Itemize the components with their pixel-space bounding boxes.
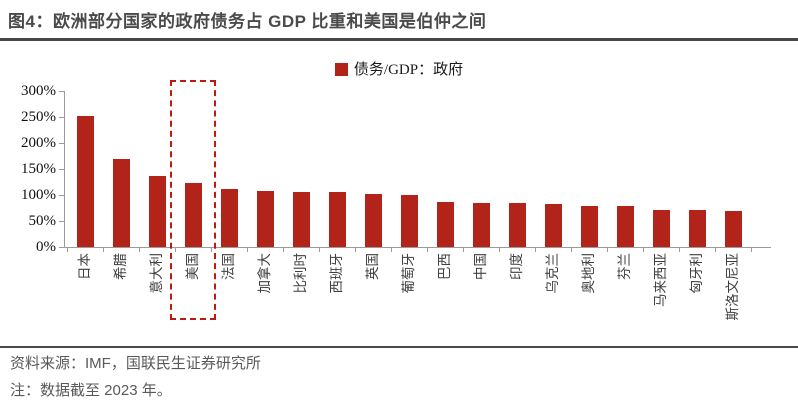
footer-divider [0,346,798,348]
highlight-box-美国 [170,80,216,320]
x-axis-tick [103,247,104,252]
bar-葡萄牙 [400,195,418,247]
x-axis-tick [751,247,752,252]
bar-加拿大 [256,191,274,247]
x-axis-tick [283,247,284,252]
bar-法国 [220,189,238,247]
x-axis-tick [535,247,536,252]
x-axis-line [64,247,771,248]
x-label-奥地利: 奥地利 [581,253,596,294]
title-divider [0,38,798,41]
x-label-西班牙: 西班牙 [329,253,344,294]
x-axis-tick [319,247,320,252]
bar-西班牙 [328,192,346,247]
x-label-比利时: 比利时 [293,253,308,294]
y-tick-label: 100% [21,187,56,203]
bar-匈牙利 [688,210,706,247]
source-text: 资料来源：IMF，国联民生证券研究所 [10,355,261,372]
x-label-加拿大: 加拿大 [257,253,272,294]
y-axis-tick [59,91,64,92]
bar-乌克兰 [544,204,562,247]
x-label-巴西: 巴西 [437,253,452,280]
y-axis-tick [59,247,64,248]
x-axis-tick [463,247,464,252]
bar-美国 [184,183,202,247]
y-axis-tick [59,221,64,222]
x-axis-tick [679,247,680,252]
bar-中国 [472,203,490,247]
chart-legend: 债务/GDP：政府 [0,58,798,79]
bar-希腊 [112,159,130,247]
y-axis-line [64,91,65,248]
y-axis-tick [59,143,64,144]
bar-英国 [364,194,382,247]
bar-日本 [76,116,94,247]
x-label-芬兰: 芬兰 [617,253,632,280]
note-text: 注：数据截至 2023 年。 [10,382,172,399]
x-axis-tick [247,247,248,252]
bar-意大利 [148,176,166,247]
bar-马来西亚 [652,210,670,247]
x-label-乌克兰: 乌克兰 [545,253,560,294]
x-axis-tick [643,247,644,252]
bar-chart: 0% 50% 100% 150% 200% 250% 300% 日本 希腊 意大利 美国 法国 加拿大比… [21,80,771,321]
y-axis-tick [59,195,64,196]
x-axis-tick [715,247,716,252]
x-label-中国: 中国 [473,253,488,280]
x-axis-tick [499,247,500,252]
y-tick-label: 250% [21,109,56,125]
x-axis-tick [67,247,68,252]
bar-芬兰 [616,206,634,247]
x-axis-tick [391,247,392,252]
x-label-意大利: 意大利 [149,253,164,294]
x-label-英国: 英国 [365,253,380,280]
x-label-马来西亚: 马来西亚 [653,253,668,307]
y-axis-tick [59,117,64,118]
bar-奥地利 [580,206,598,247]
x-axis-tick [175,247,176,252]
x-label-斯洛文尼亚: 斯洛文尼亚 [725,253,740,321]
x-label-希腊: 希腊 [113,253,128,280]
bar-巴西 [436,202,454,247]
x-label-印度: 印度 [509,253,524,280]
x-label-葡萄牙: 葡萄牙 [401,253,416,294]
x-axis-tick [427,247,428,252]
legend-label: 债务/GDP：政府 [353,62,464,78]
y-tick-label: 50% [28,213,57,229]
bar-比利时 [292,192,310,247]
y-tick-label: 150% [21,161,56,177]
x-label-日本: 日本 [77,253,92,280]
y-tick-label: 300% [21,83,56,99]
y-axis-tick [59,169,64,170]
x-axis-tick [607,247,608,252]
y-tick-label: 200% [21,135,56,151]
y-tick-label: 0% [36,239,56,255]
figure-title: 图4：欧洲部分国家的政府债务占 GDP 比重和美国是伯仲之间 [8,12,487,31]
x-axis-tick [211,247,212,252]
x-axis-tick [139,247,140,252]
bar-印度 [508,203,526,247]
x-axis-tick [571,247,572,252]
x-label-法国: 法国 [221,253,236,280]
legend-marker-square [334,62,348,76]
x-axis-tick [355,247,356,252]
x-label-匈牙利: 匈牙利 [689,253,704,294]
bar-斯洛文尼亚 [724,211,742,247]
